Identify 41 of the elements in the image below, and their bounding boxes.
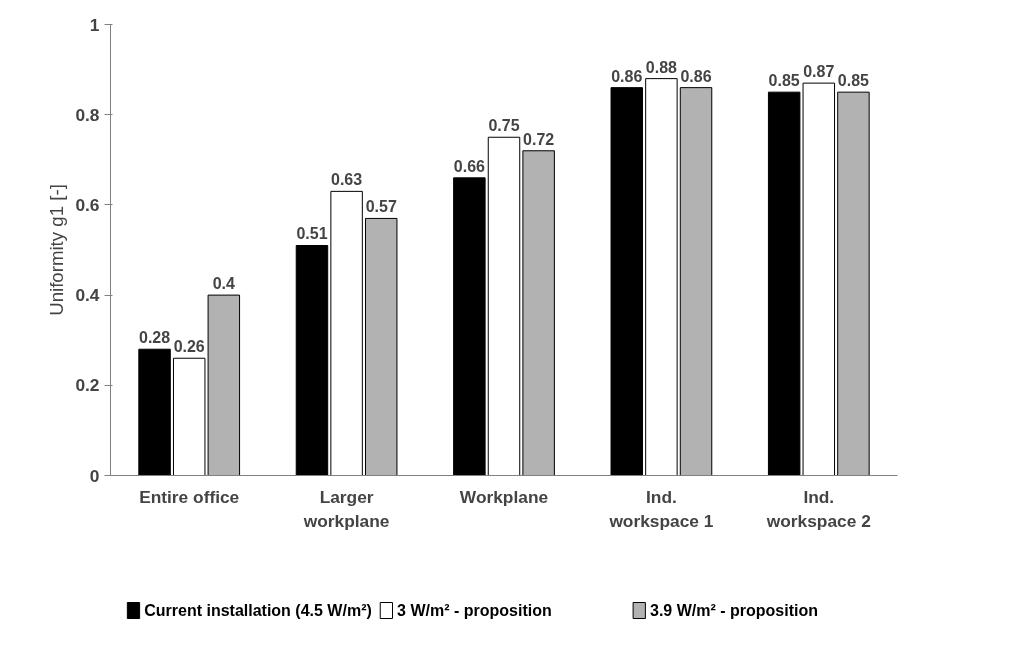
bar: [679, 87, 713, 476]
x-tick-label: Workplane: [459, 486, 549, 507]
x-tick-label: Entire office: [139, 486, 240, 507]
data-label: 0.87: [803, 63, 835, 81]
bar: [645, 78, 678, 476]
data-label: 0.88: [645, 58, 678, 76]
y-tick-label: 0: [89, 465, 100, 486]
bar: [487, 136, 521, 476]
data-label: 0.28: [139, 329, 171, 347]
x-tick-label: Ind. workspace 2: [765, 486, 871, 531]
data-label: 0.4: [212, 275, 236, 293]
data-label: 0.85: [837, 72, 870, 90]
bar: [364, 217, 398, 476]
data-label: 0.85: [768, 72, 800, 90]
data-label: 0.63: [331, 171, 363, 189]
data-label: 0.86: [680, 67, 712, 85]
y-tick-label: 0.8: [75, 104, 100, 125]
y-axis-title: Uniformity g1 [-]: [46, 184, 68, 316]
legend-label: 3 W/m² - proposition: [397, 602, 552, 619]
bar: [610, 87, 644, 476]
legend-label: 3.9 W/m² - proposition: [649, 602, 818, 619]
y-tick-label: 0.6: [75, 194, 100, 215]
x-tick-label: Larger workplane: [302, 486, 390, 531]
data-label: 0.72: [523, 130, 555, 148]
data-label: 0.26: [173, 338, 205, 356]
data-label: 0.57: [365, 198, 397, 216]
y-tick-label: 0.2: [75, 375, 100, 396]
data-label: 0.66: [453, 157, 486, 175]
bar: [522, 150, 555, 476]
bar: [295, 244, 329, 476]
data-label: 0.75: [488, 117, 520, 135]
bar: [330, 190, 363, 476]
data-label: 0.51: [296, 225, 328, 243]
y-tick-label: 1: [89, 14, 100, 35]
legend-label: Current installation (4.5 W/m²): [144, 602, 372, 619]
bar: [138, 348, 171, 476]
y-tick-label: 0.4: [75, 285, 100, 306]
bar: [453, 177, 486, 476]
bar: [837, 91, 870, 476]
data-label: 0.86: [611, 67, 643, 85]
x-tick-label: Ind. workspace 1: [608, 486, 714, 531]
